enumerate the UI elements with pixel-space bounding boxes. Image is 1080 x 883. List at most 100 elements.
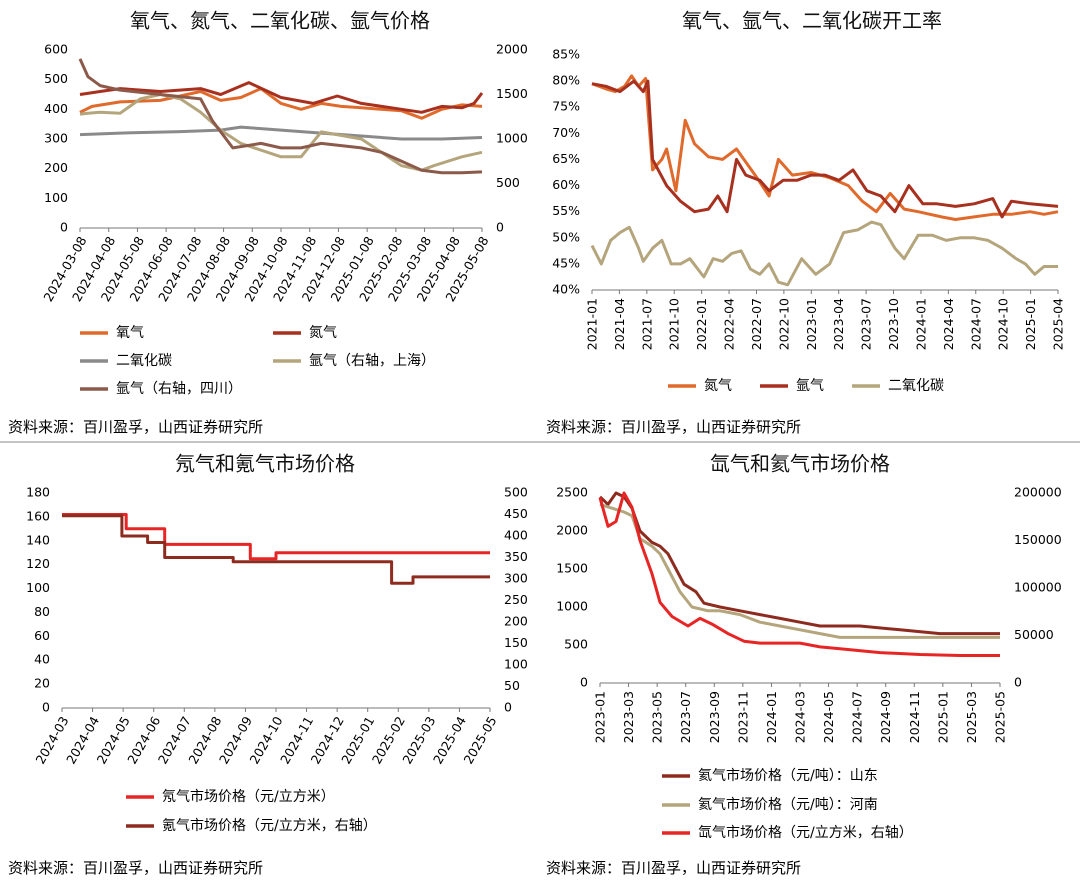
series-line-5 — [78, 58, 483, 175]
series-line-1 — [591, 74, 1059, 221]
y-tick-label: 400 — [44, 101, 68, 116]
y2-tick-label: 0 — [496, 220, 504, 235]
legend-label: 二氧化碳 — [888, 378, 944, 394]
series-line-1 — [62, 513, 490, 561]
y2-tick-label: 200 — [504, 614, 528, 629]
x-tick-label: 2021-04 — [612, 298, 627, 350]
y-tick-label: 140 — [26, 532, 50, 547]
legend-label: 氦气市场价格（元/吨）：山东 — [698, 767, 878, 784]
y2-tick-label: 350 — [504, 549, 528, 564]
legend-label: 二氧化碳 — [116, 353, 172, 369]
y-tick-label: 0 — [42, 700, 50, 715]
x-tick-label: 2025-04 — [1051, 298, 1066, 350]
x-tick-label: 2023-11 — [735, 691, 750, 743]
y-tick-label: 45% — [552, 255, 580, 270]
x-tick-label: 2023-09 — [707, 691, 722, 743]
y-tick-label: 160 — [26, 508, 50, 523]
y2-tick-label: 450 — [504, 506, 528, 521]
legend-label: 氮气 — [704, 378, 732, 394]
series-line-2 — [599, 502, 1000, 639]
y-tick-label: 200 — [44, 160, 68, 175]
x-tick-label: 2023-05 — [650, 691, 665, 743]
x-tick-label: 2023-07 — [678, 691, 693, 743]
series-line-2 — [79, 81, 484, 114]
y-tick-label: 80% — [552, 73, 580, 88]
y-tick-label: 600 — [44, 42, 68, 57]
y-tick-label: 2500 — [556, 485, 588, 500]
y2-tick-label: 1500 — [496, 86, 528, 101]
x-tick-label: 2025-03 — [964, 691, 979, 743]
series-line-1 — [598, 491, 1000, 636]
source-note: 资料来源：百川盈孚，山西证券研究所 — [8, 859, 263, 877]
chart-4: 氙气和氦气市场价格 0 500 1000 1500 2000 2500 0 50000 10000… — [546, 452, 1062, 878]
y-tick-label: 0 — [580, 675, 588, 690]
source-note: 资料来源：百川盈孚，山西证券研究所 — [546, 418, 801, 436]
y-tick-label: 0 — [60, 220, 68, 235]
chart-title: 氙气和氦气市场价格 — [710, 452, 890, 476]
y-tick-label: 500 — [564, 637, 588, 652]
y2-tick-label: 50000 — [1014, 627, 1054, 642]
x-tick-label: 2024-01 — [913, 298, 928, 350]
x-tick-label: 2024-07 — [850, 691, 865, 743]
series-line-1 — [79, 87, 483, 120]
chart-title: 氖气和氪气市场价格 — [175, 452, 355, 476]
y2-tick-label: 150000 — [1014, 532, 1062, 547]
y-tick-label: 20 — [34, 676, 50, 691]
source-note: 资料来源：百川盈孚，山西证券研究所 — [8, 418, 263, 436]
legend-label: 氖气市场价格（元/立方米） — [162, 788, 335, 805]
x-tick-label: 2021-07 — [639, 298, 654, 350]
y-tick-label: 1000 — [556, 599, 588, 614]
x-tick-label: 2024-09 — [878, 691, 893, 743]
x-tick-label: 2021-10 — [667, 298, 682, 350]
y-tick-label: 70% — [552, 125, 580, 140]
series-line-2 — [591, 79, 1059, 219]
chart-3: 氖气和氪气市场价格 0 20 40 60 80 100 120 140 160 180 0 50 100 1… — [8, 452, 528, 878]
legend-label: 氩气 — [796, 378, 824, 394]
y-tick-label: 100 — [44, 190, 68, 205]
chart-title: 氧气、氩气、二氧化碳开工率 — [682, 9, 942, 33]
x-tick-label: 2024-05 — [821, 691, 836, 743]
y-tick-label: 85% — [552, 47, 580, 62]
x-tick-label: 2023-07 — [859, 298, 874, 350]
y-tick-label: 300 — [44, 131, 68, 146]
legend-label: 氩气（右轴，四川） — [116, 381, 242, 397]
x-tick-label: 2024-01 — [764, 691, 779, 743]
legend-label: 氙气市场价格（元/立方米，右轴） — [698, 824, 913, 841]
x-tick-label: 2023-01 — [804, 298, 819, 350]
y-tick-label: 40% — [552, 282, 580, 297]
y2-tick-label: 0 — [1014, 675, 1022, 690]
y-tick-label: 75% — [552, 99, 580, 114]
y-tick-label: 40 — [34, 652, 50, 667]
x-tick-label: 2024-04 — [941, 298, 956, 350]
y-tick-label: 120 — [26, 556, 50, 571]
legend-label: 氩气（右轴，上海） — [309, 353, 435, 369]
legend-label: 氮气 — [309, 325, 337, 341]
x-tick-label: 2022-07 — [749, 298, 764, 350]
x-tick-label: 2023-10 — [886, 298, 901, 350]
x-tick-label: 2023-04 — [831, 298, 846, 350]
y-tick-label: 80 — [34, 604, 50, 619]
y2-tick-label: 2000 — [496, 42, 528, 57]
y2-tick-label: 100 — [504, 657, 528, 672]
y-tick-label: 2000 — [556, 523, 588, 538]
y2-tick-label: 1000 — [496, 131, 528, 146]
y-tick-label: 500 — [44, 71, 68, 86]
x-tick-label: 2022-04 — [722, 298, 737, 350]
y2-tick-label: 100000 — [1014, 580, 1062, 595]
chart-2: 氧气、氩气、二氧化碳开工率 40% 45% 50% 55% 60% 65% 70% 75% 80%… — [546, 9, 1066, 437]
x-tick-label: 2024-07 — [968, 298, 983, 350]
y2-tick-label: 300 — [504, 571, 528, 586]
y-tick-label: 50% — [552, 229, 580, 244]
x-tick-label: 2025-01 — [935, 691, 950, 743]
x-tick-label: 2022-01 — [694, 298, 709, 350]
y-tick-label: 1500 — [556, 561, 588, 576]
y-tick-label: 65% — [552, 151, 580, 166]
series-line-2 — [62, 514, 490, 585]
y-tick-label: 100 — [26, 580, 50, 595]
chart-1: 氧气、氮气、二氧化碳、氩气价格 0 100 200 300 400 500 600 0 500 10… — [8, 9, 528, 437]
x-tick-label: 2023-03 — [621, 691, 636, 743]
x-tick-label: 2024-03 — [793, 691, 808, 743]
y2-tick-label: 500 — [504, 485, 528, 500]
y-tick-label: 60 — [34, 628, 50, 643]
x-tick-label: 2022-10 — [776, 298, 791, 350]
